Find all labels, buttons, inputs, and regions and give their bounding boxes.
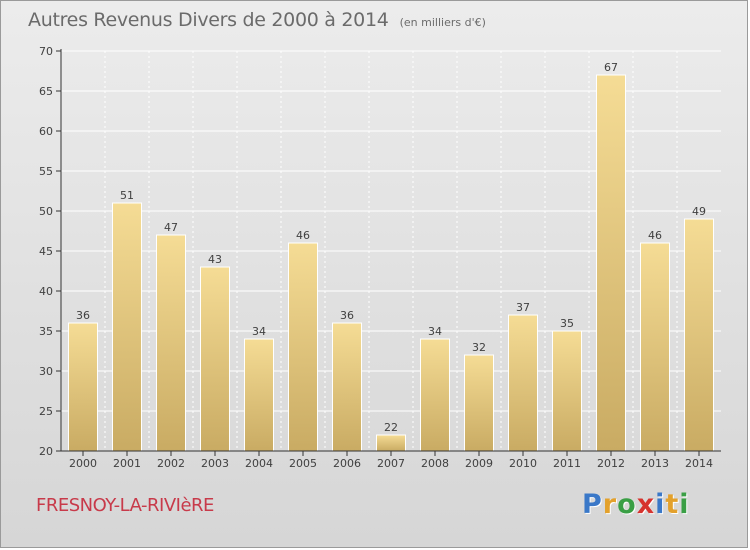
y-tick-label: 65 [39,85,53,98]
bar-2009 [464,354,494,452]
logo-letter: i [679,489,690,520]
bar-2004 [244,338,274,452]
value-label-2012: 67 [604,61,618,74]
value-label-2005: 46 [296,229,310,242]
logo-letter: t [665,489,680,520]
logo-letter: x [636,489,656,520]
bar-2005 [288,242,318,452]
bar-2006 [332,322,362,452]
value-label-2001: 51 [120,189,134,202]
y-tick-label: 30 [39,365,53,378]
chart-header: Autres Revenus Divers de 2000 à 2014 (en… [28,9,486,31]
x-tick-label-2014: 2014 [685,457,713,470]
y-tick-label: 50 [39,205,53,218]
x-tick-label-2004: 2004 [245,457,273,470]
bar-2001 [112,202,142,452]
bar-2010 [508,314,538,452]
bar-2013 [640,242,670,452]
bar-2014 [684,218,714,452]
chart-title: Autres Revenus Divers de 2000 à 2014 [28,9,389,31]
x-tick-label-2007: 2007 [377,457,405,470]
bar-2000 [68,322,98,452]
x-tick-label-2005: 2005 [289,457,317,470]
x-tick-label-2006: 2006 [333,457,361,470]
bars [68,74,714,452]
y-tick-label: 40 [39,285,53,298]
logo-letter: r [602,489,618,520]
bar-2003 [200,266,230,452]
value-label-2004: 34 [252,325,266,338]
value-label-2003: 43 [208,253,222,266]
y-tick-label: 25 [39,405,53,418]
x-tick-label-2001: 2001 [113,457,141,470]
x-tick-label-2011: 2011 [553,457,581,470]
y-tick-label: 20 [39,445,53,458]
commune-name: FRESNOY-LA-RIVIèRE [36,495,214,516]
y-tick-label: 35 [39,325,53,338]
x-tick-label-2000: 2000 [69,457,97,470]
y-tick-label: 55 [39,165,53,178]
y-tick-label: 60 [39,125,53,138]
y-tick-label: 45 [39,245,53,258]
labels: 20 25 30 35 40 45 50 55 60 65 70 36 2000 51 2001 47 2002… [39,45,713,470]
bar-2007 [376,434,406,452]
x-tick-label-2002: 2002 [157,457,185,470]
bar-2002 [156,234,186,452]
value-label-2007: 22 [384,421,398,434]
bar-2011 [552,330,582,452]
value-label-2011: 35 [560,317,574,330]
logo-letter: o [617,489,637,520]
value-label-2002: 47 [164,221,178,234]
x-tick-label-2012: 2012 [597,457,625,470]
value-label-2006: 36 [340,309,354,322]
axes [56,49,721,456]
value-label-2008: 34 [428,325,442,338]
value-label-2010: 37 [516,301,530,314]
chart-unit: (en milliers d'€) [399,16,486,29]
bar-2012 [596,74,626,452]
x-tick-label-2010: 2010 [509,457,537,470]
y-tick-label: 70 [39,45,53,58]
proxiti-logo: Proxiti [582,489,690,520]
x-tick-label-2008: 2008 [421,457,449,470]
logo-letter: P [582,489,603,520]
value-label-2000: 36 [76,309,90,322]
value-label-2014: 49 [692,205,706,218]
x-tick-label-2003: 2003 [201,457,229,470]
logo-letter: i [655,489,666,520]
value-label-2013: 46 [648,229,662,242]
x-tick-label-2013: 2013 [641,457,669,470]
x-tick-label-2009: 2009 [465,457,493,470]
value-label-2009: 32 [472,341,486,354]
bar-2008 [420,338,450,452]
